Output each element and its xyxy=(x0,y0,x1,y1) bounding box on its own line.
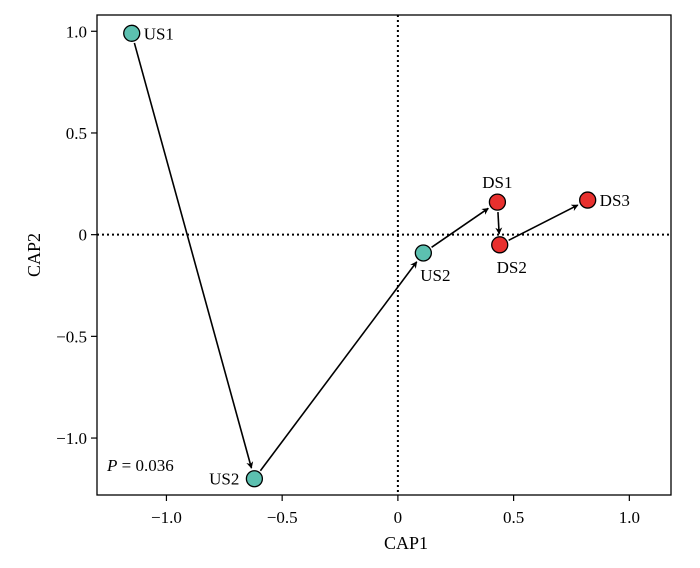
y-tick-label: 0 xyxy=(79,226,88,245)
point-label: DS1 xyxy=(482,173,512,192)
plot-frame xyxy=(96,14,672,496)
data-point-us2 xyxy=(245,470,264,488)
y-tick-label: 0.5 xyxy=(66,124,87,143)
point-label: US2 xyxy=(420,266,450,285)
point-label: DS3 xyxy=(600,191,630,210)
trajectory-arrow xyxy=(508,204,579,242)
x-tick-label: −0.5 xyxy=(267,508,298,527)
data-point-ds2 xyxy=(491,236,509,254)
data-point-ds1 xyxy=(488,193,507,211)
p-value-variable: P xyxy=(106,456,117,475)
x-tick-label: 1.0 xyxy=(619,508,640,527)
point-label: DS2 xyxy=(497,258,527,277)
y-tick-label: −0.5 xyxy=(56,327,87,346)
x-axis-title: CAP1 xyxy=(384,533,428,553)
trajectory-arrow xyxy=(133,42,254,469)
data-point-us1 xyxy=(123,24,141,42)
x-tick-label: 0 xyxy=(394,508,403,527)
y-axis-title: CAP2 xyxy=(24,233,44,277)
trajectory-arrow xyxy=(495,212,503,235)
p-value-annotation: P = 0.036 xyxy=(106,456,174,475)
point-label: US2 xyxy=(209,470,239,489)
data-point-ds3 xyxy=(579,191,597,209)
point-label: US1 xyxy=(144,24,174,43)
plot-area: −1.0 −0.5 0 0.5 1.0 1.0 0.5 0 −0.5 −1.0 US1 US2 US2 D… xyxy=(56,15,671,527)
p-value-text: = 0.036 xyxy=(117,456,173,475)
trajectory-arrow xyxy=(259,261,418,472)
x-tick-label: −1.0 xyxy=(151,508,182,527)
x-tick-label: 0.5 xyxy=(503,508,524,527)
trajectory-arrow xyxy=(431,207,489,248)
y-tick-label: −1.0 xyxy=(56,429,87,448)
y-tick-label: 1.0 xyxy=(66,22,87,41)
data-point-us2 xyxy=(414,244,432,262)
